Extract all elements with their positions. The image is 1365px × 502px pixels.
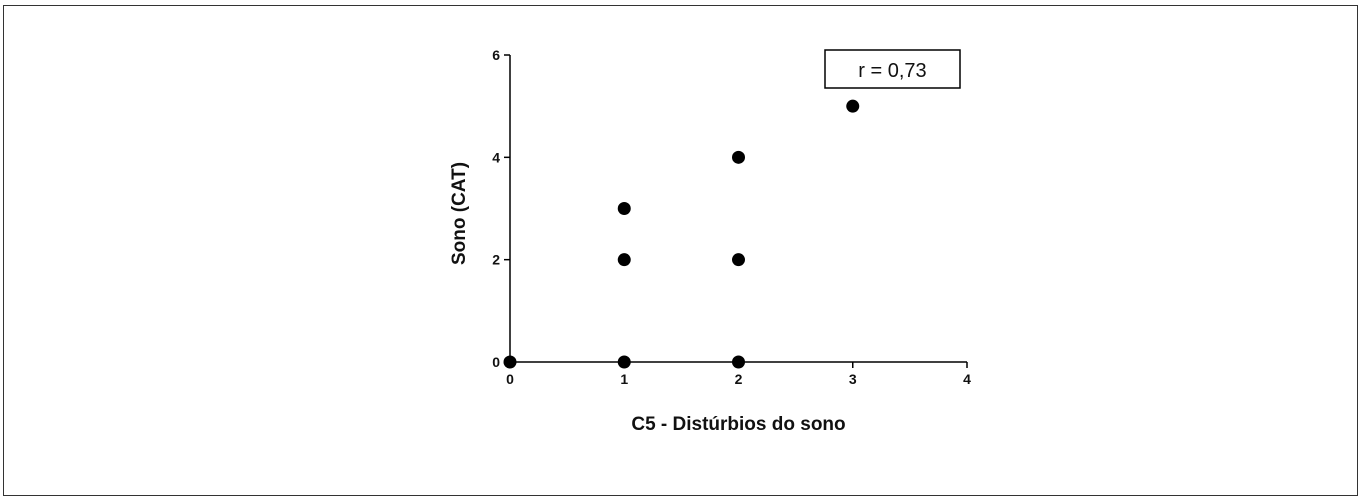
data-point (732, 150, 745, 164)
x-axis-title: C5 - Distúrbios do sono (631, 414, 845, 435)
data-point (732, 355, 745, 369)
y-axis-title: Sono (CAT) (449, 162, 470, 265)
data-point (732, 253, 745, 267)
data-point (617, 253, 631, 267)
data-point (617, 202, 631, 215)
data-points (503, 99, 860, 369)
data-point (846, 99, 860, 113)
x-tick-label: 4 (963, 371, 971, 387)
annotation-text: r = 0,73 (858, 60, 926, 82)
x-tick-label: 1 (620, 371, 628, 387)
data-point (503, 355, 517, 369)
axes (509, 55, 967, 363)
correlation-annotation: r = 0,73 (824, 49, 961, 89)
y-tick-label: 6 (492, 47, 500, 63)
y-tick-label: 4 (492, 149, 500, 165)
annotation-box (824, 49, 961, 89)
data-point (617, 355, 631, 369)
x-tick-label: 2 (735, 371, 743, 387)
x-tick-label: 0 (506, 371, 514, 387)
x-tick-label: 3 (849, 371, 857, 387)
y-tick-label: 0 (492, 354, 500, 370)
chart-frame (3, 5, 1358, 496)
y-tick-label: 2 (492, 252, 500, 268)
y-ticks: 0 2 4 6 (492, 47, 510, 370)
